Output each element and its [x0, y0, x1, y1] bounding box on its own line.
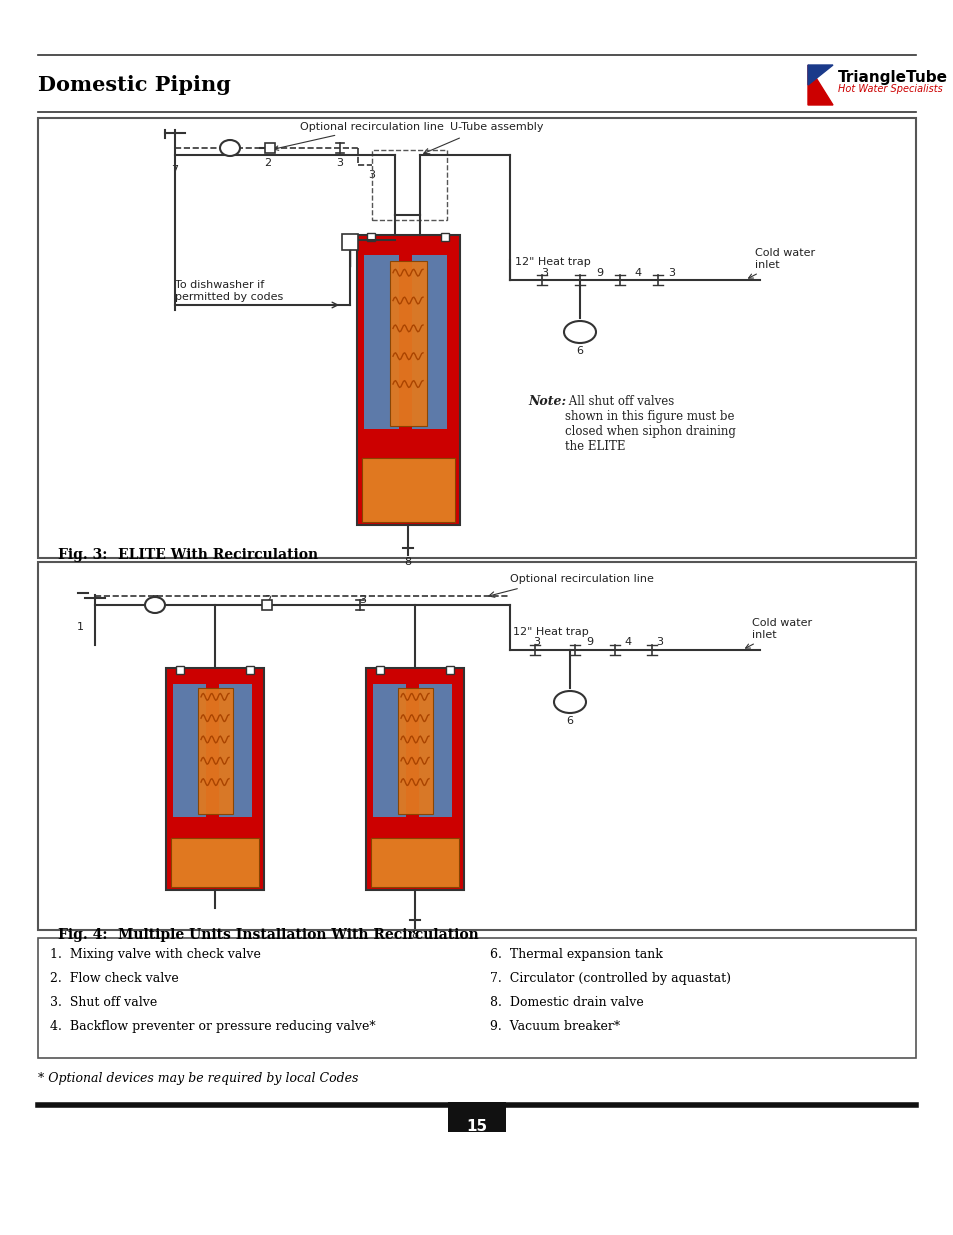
Text: Optional recirculation line: Optional recirculation line — [510, 574, 653, 584]
Bar — [265, 143, 274, 153]
Bar — [361, 458, 455, 522]
Text: 2: 2 — [264, 595, 272, 605]
Text: Cold water
inlet: Cold water inlet — [745, 619, 811, 648]
Text: 15: 15 — [466, 1119, 487, 1134]
Text: 6: 6 — [566, 716, 573, 726]
Text: 3: 3 — [368, 170, 375, 180]
Text: ELITE With Recirculation: ELITE With Recirculation — [118, 548, 317, 562]
Text: 12" Heat trap: 12" Heat trap — [513, 627, 588, 637]
Text: 3: 3 — [336, 158, 343, 168]
Text: To dishwasher if
permitted by codes: To dishwasher if permitted by codes — [174, 280, 283, 301]
Text: Note:: Note: — [527, 395, 565, 408]
Text: 2: 2 — [264, 158, 272, 168]
Text: 3: 3 — [533, 637, 540, 647]
Ellipse shape — [563, 321, 596, 343]
Ellipse shape — [220, 140, 240, 156]
Text: 1: 1 — [348, 242, 355, 252]
Text: 4: 4 — [624, 637, 631, 647]
Text: 8.  Domestic drain valve: 8. Domestic drain valve — [490, 995, 643, 1009]
Bar — [440, 233, 449, 241]
Text: Multiple Units Installation With Recirculation: Multiple Units Installation With Recircu… — [118, 927, 478, 942]
Text: 1.  Mixing valve with check valve: 1. Mixing valve with check valve — [50, 948, 260, 961]
Text: Hot Water Specialists: Hot Water Specialists — [837, 84, 942, 94]
Bar — [166, 668, 264, 890]
Bar — [448, 1102, 505, 1132]
Bar — [38, 939, 915, 1058]
Ellipse shape — [145, 597, 165, 613]
Text: 6: 6 — [576, 346, 583, 356]
Bar — [371, 839, 458, 887]
Bar — [397, 688, 433, 814]
Bar — [412, 256, 447, 430]
Bar — [367, 233, 375, 241]
Polygon shape — [807, 65, 832, 105]
Bar — [262, 600, 272, 610]
Bar — [390, 261, 427, 426]
Text: 3: 3 — [541, 268, 548, 278]
Bar — [446, 666, 454, 674]
Polygon shape — [807, 65, 832, 85]
Bar — [175, 666, 184, 674]
Text: 8: 8 — [404, 557, 411, 567]
Bar — [198, 688, 233, 814]
Bar — [38, 119, 915, 558]
Text: 1: 1 — [76, 622, 84, 632]
Bar — [171, 839, 258, 887]
Text: Cold water
inlet: Cold water inlet — [748, 248, 814, 278]
Bar — [356, 235, 459, 525]
Bar — [373, 683, 406, 816]
Text: 3: 3 — [656, 637, 662, 647]
Text: All shut off valves
shown in this figure must be
closed when siphon draining
the: All shut off valves shown in this figure… — [564, 395, 735, 453]
Text: U-Tube assembly: U-Tube assembly — [450, 122, 543, 132]
Text: 12" Heat trap: 12" Heat trap — [515, 257, 590, 267]
Text: Domestic Piping: Domestic Piping — [38, 75, 231, 95]
Text: 3: 3 — [668, 268, 675, 278]
Bar — [219, 683, 252, 816]
Bar — [418, 683, 452, 816]
Text: 4.  Backflow preventer or pressure reducing valve*: 4. Backflow preventer or pressure reduci… — [50, 1020, 375, 1032]
Bar — [38, 562, 915, 930]
Text: 7: 7 — [172, 165, 178, 175]
Text: 3.  Shut off valve: 3. Shut off valve — [50, 995, 157, 1009]
Text: 8: 8 — [411, 930, 418, 940]
Text: 7: 7 — [152, 595, 158, 605]
Bar — [366, 668, 463, 890]
Bar — [364, 256, 398, 430]
Text: 9: 9 — [596, 268, 603, 278]
Text: 9: 9 — [586, 637, 593, 647]
Text: 3: 3 — [359, 595, 366, 605]
Text: 9.  Vacuum breaker*: 9. Vacuum breaker* — [490, 1020, 619, 1032]
Text: 2.  Flow check valve: 2. Flow check valve — [50, 972, 178, 986]
Ellipse shape — [554, 692, 585, 713]
Text: 7.  Circulator (controlled by aquastat): 7. Circulator (controlled by aquastat) — [490, 972, 730, 986]
Text: Fig. 4:: Fig. 4: — [58, 927, 108, 942]
Text: 4: 4 — [634, 268, 640, 278]
Bar — [375, 666, 384, 674]
Bar — [246, 666, 253, 674]
Text: TriangleTube: TriangleTube — [837, 70, 947, 85]
Text: * Optional devices may be required by local Codes: * Optional devices may be required by lo… — [38, 1072, 358, 1086]
Bar — [341, 233, 357, 249]
Text: 6.  Thermal expansion tank: 6. Thermal expansion tank — [490, 948, 662, 961]
Text: Optional recirculation line: Optional recirculation line — [274, 122, 443, 151]
Bar — [372, 149, 447, 220]
Bar — [172, 683, 206, 816]
Text: Fig. 3:: Fig. 3: — [58, 548, 108, 562]
